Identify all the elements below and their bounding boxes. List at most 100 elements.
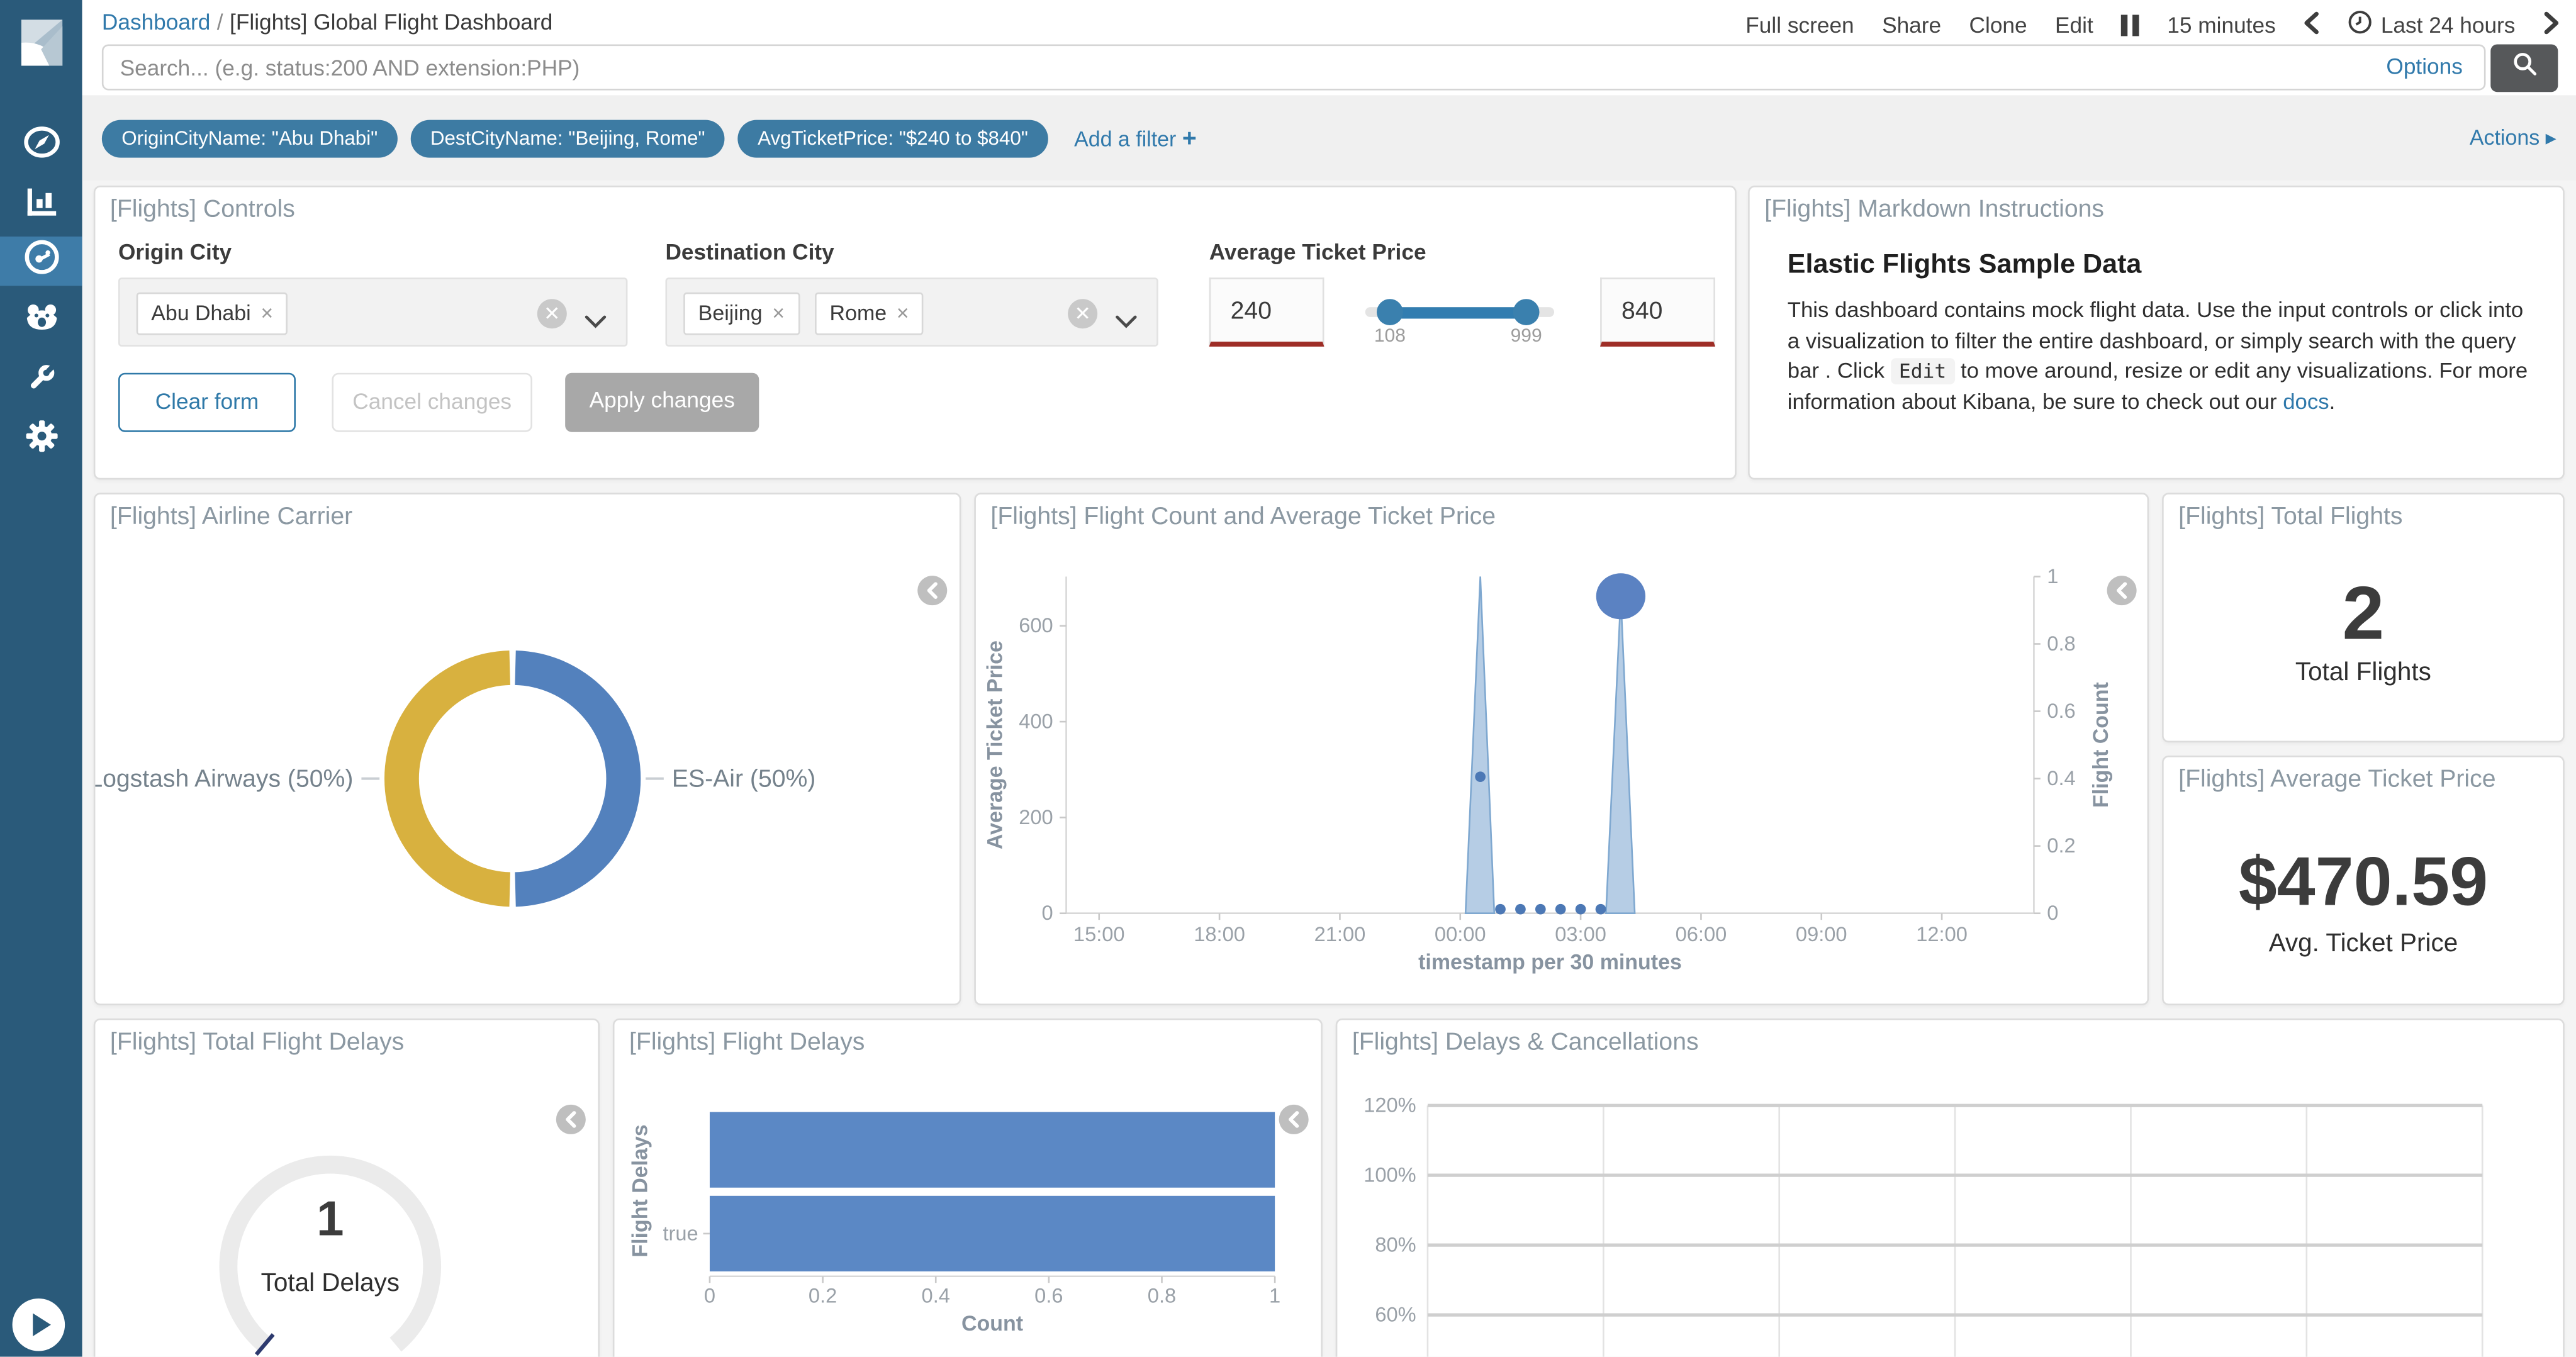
sidebar-item-discover[interactable] [0,121,82,170]
clear-selection-icon[interactable]: ✕ [537,299,567,329]
kibana-logo[interactable] [0,0,82,82]
search-input[interactable] [101,44,2486,91]
full-screen-button[interactable]: Full screen [1745,12,1854,37]
price-slider-range[interactable] [1389,306,1526,318]
svg-text:Count: Count [961,1312,1023,1336]
flight-delays-chart[interactable]: true 0 0.2 0.4 0.6 0.8 1 Count Flight Delays [615,1020,1321,1356]
svg-text:Average Ticket Price: Average Ticket Price [983,640,1007,849]
price-slider-handle-max[interactable] [1513,299,1540,325]
svg-text:Flight Delays: Flight Delays [629,1124,652,1257]
remove-tag-icon[interactable]: × [896,300,909,325]
destination-tag[interactable]: Beijing × [683,292,800,335]
clear-selection-icon[interactable]: ✕ [1068,299,1098,329]
price-min-input[interactable] [1209,277,1324,347]
filter-pill-origin-city[interactable]: OriginCityName: "Abu Dhabi" [101,120,398,158]
total-flights-value: 2 [2342,570,2385,656]
svg-text:03:00: 03:00 [1555,922,1606,946]
svg-text:0: 0 [704,1284,715,1307]
destination-tag[interactable]: Rome × [815,292,924,335]
svg-text:0.6: 0.6 [2047,699,2075,722]
chevron-down-icon[interactable] [1116,307,1137,337]
airline-carrier-chart[interactable]: ES-Air (50%) Logstash Airways (50%) [95,494,959,1003]
svg-text:Logstash Airways (50%): Logstash Airways (50%) [95,766,353,793]
panel-title: [Flights] Controls [109,195,295,224]
pause-icon[interactable] [2121,14,2139,36]
svg-text:0.4: 0.4 [922,1284,950,1307]
svg-text:0.2: 0.2 [2047,834,2075,857]
flight-count-chart[interactable]: 0 200 400 600 0 0.2 0.4 0.6 0.8 1 15:00 18:00 21:00 0… [976,494,2148,1003]
refresh-interval-button[interactable]: 15 minutes [2167,12,2276,37]
origin-city-combobox[interactable]: Abu Dhabi × ✕ [118,277,628,347]
svg-text:400: 400 [1019,710,1053,733]
sidebar-item-dashboard[interactable] [0,236,82,286]
search-options-link[interactable]: Options [2386,54,2463,79]
remove-tag-icon[interactable]: × [772,300,785,325]
sidebar-expand-button[interactable] [11,1298,65,1352]
share-button[interactable]: Share [1882,12,1942,37]
destination-city-label: Destination City [665,240,834,265]
remove-tag-icon[interactable]: × [260,300,274,325]
svg-text:12:00: 12:00 [1916,922,1968,946]
price-max-input[interactable] [1600,277,1715,347]
filter-actions-button[interactable]: Actions ▸ [2469,125,2556,150]
svg-text:Flight Count: Flight Count [2089,682,2113,808]
total-flights-label: Total Flights [2295,659,2431,687]
sidebar [0,0,82,1357]
clear-form-button[interactable]: Clear form [118,372,296,432]
origin-tag[interactable]: Abu Dhabi × [136,292,288,335]
sidebar-item-dev-tools[interactable] [0,357,82,406]
sidebar-item-management[interactable] [0,416,82,465]
breadcrumb-dashboard-link[interactable]: Dashboard [101,9,211,35]
time-forward-icon[interactable] [2543,11,2560,38]
sidebar-item-timelion[interactable] [0,298,82,347]
panel-title: [Flights] Flight Count and Average Ticke… [990,502,1496,531]
time-range-button[interactable]: Last 24 hours [2348,10,2515,40]
apply-changes-button[interactable]: Apply changes [565,372,759,432]
svg-text:200: 200 [1019,805,1053,829]
filter-pill-dest-city[interactable]: DestCityName: "Beijing, Rome" [410,120,725,158]
panel-collapse-icon[interactable] [1278,1104,1309,1136]
slider-max-label: 999 [1510,327,1542,347]
panel-collapse-icon[interactable] [556,1104,587,1136]
origin-city-label: Origin City [118,240,232,265]
svg-text:1: 1 [2047,564,2058,588]
price-slider-handle-min[interactable] [1377,299,1403,325]
edit-button[interactable]: Edit [2055,12,2093,37]
markdown-body: This dashboard contains mock flight data… [1787,297,2528,413]
clone-button[interactable]: Clone [1969,12,2027,37]
filter-bar: OriginCityName: "Abu Dhabi" DestCityName… [82,95,2576,181]
wrench-icon [23,359,59,403]
svg-text:15:00: 15:00 [1073,922,1125,946]
svg-text:09:00: 09:00 [1796,922,1847,946]
total-delays-gauge[interactable] [145,1110,516,1357]
search-button[interactable] [2490,44,2558,92]
chevron-down-icon[interactable] [585,307,607,337]
gear-icon [22,417,60,463]
svg-text:18:00: 18:00 [1194,922,1245,946]
compass-icon [22,123,60,169]
svg-text:120%: 120% [1364,1093,1416,1117]
panel-title: [Flights] Flight Delays [629,1028,865,1056]
panel-collapse-icon[interactable] [2106,575,2137,606]
destination-city-combobox[interactable]: Beijing × Rome × ✕ [665,277,1158,347]
svg-text:timestamp per 30 minutes: timestamp per 30 minutes [1418,950,1682,974]
panel-total-flight-delays: [Flights] Total Flight Delays 1 Total De… [93,1018,600,1357]
add-filter-button[interactable]: Add a filter + [1074,125,1197,153]
svg-text:0.2: 0.2 [809,1284,837,1307]
filter-pill-avg-ticket-price[interactable]: AvgTicketPrice: "$240 to $840" [737,120,1048,158]
cancel-changes-button[interactable]: Cancel changes [332,372,532,432]
top-menu: Full screen Share Clone Edit 15 minutes … [1745,6,2560,42]
clock-icon [2348,10,2373,40]
panel-title: [Flights] Airline Carrier [109,502,353,531]
dashboard-gauge-icon [22,238,60,284]
panel-collapse-icon[interactable] [917,575,948,606]
svg-text:true: true [663,1221,698,1244]
panel-title: [Flights] Total Flights [2178,502,2403,531]
sidebar-item-visualize[interactable] [0,181,82,230]
delays-cancellations-chart[interactable]: 120% 100% 80% 60% [1337,1020,2563,1357]
svg-text:0.8: 0.8 [1148,1284,1176,1307]
panel-flight-count: [Flights] Flight Count and Average Ticke… [974,493,2149,1005]
avg-ticket-price-label: Average Ticket Price [1209,240,1426,265]
time-back-icon[interactable] [2304,11,2320,38]
docs-link[interactable]: docs [2283,388,2329,413]
